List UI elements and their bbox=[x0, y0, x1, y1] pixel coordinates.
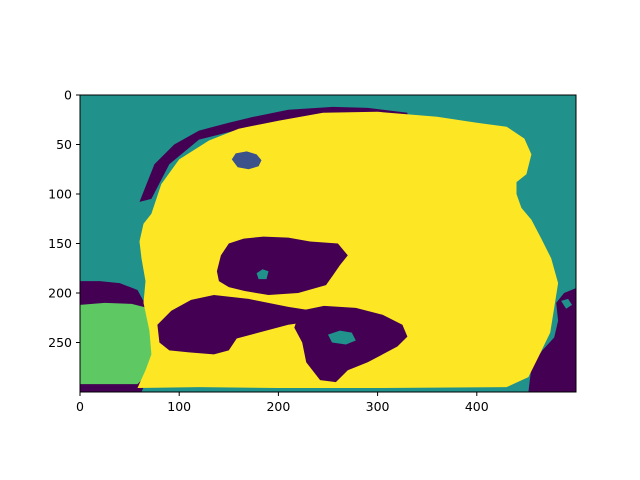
x-tick-label: 300 bbox=[366, 399, 390, 414]
region-top-purple-rim bbox=[139, 106, 408, 202]
region-lower-left-purple bbox=[157, 295, 317, 355]
region-teal-inset-right bbox=[561, 298, 572, 309]
y-tick-label: 50 bbox=[56, 137, 72, 152]
region-central-purple-blob bbox=[216, 236, 348, 295]
y-tick-label: 100 bbox=[48, 187, 72, 202]
heatmap-regions bbox=[80, 95, 576, 392]
region-right-purple-band bbox=[528, 288, 576, 392]
x-tick-label: 200 bbox=[266, 399, 290, 414]
y-axis: 0 50 100 150 200 250 bbox=[48, 88, 80, 350]
x-tick-label: 400 bbox=[465, 399, 489, 414]
region-green-corner bbox=[80, 302, 156, 385]
y-tick-label: 0 bbox=[64, 88, 72, 103]
region-lower-center-purple bbox=[294, 305, 408, 383]
y-tick-label: 250 bbox=[48, 335, 72, 350]
y-tick-label: 150 bbox=[48, 236, 72, 251]
x-tick-label: 100 bbox=[167, 399, 191, 414]
region-teal-inset-upper bbox=[256, 269, 269, 280]
x-axis: 0 100 200 300 400 bbox=[76, 392, 489, 414]
y-tick-label: 200 bbox=[48, 286, 72, 301]
region-small-blue-blob bbox=[231, 151, 262, 170]
x-tick-label: 0 bbox=[76, 399, 84, 414]
region-teal-inset-lower bbox=[328, 330, 356, 345]
